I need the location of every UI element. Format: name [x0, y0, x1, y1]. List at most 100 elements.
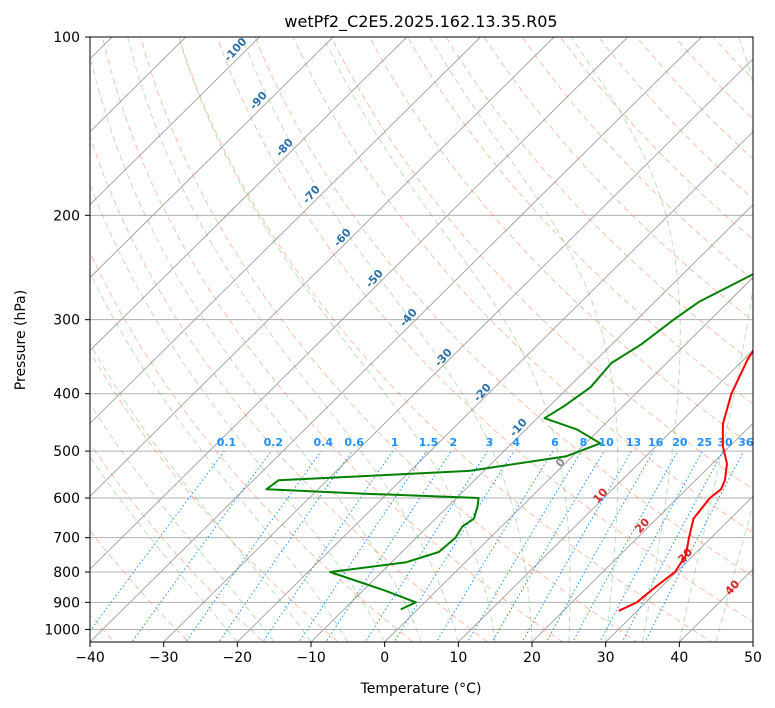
y-tick-label: 200 — [53, 208, 80, 224]
plot-frame — [89, 36, 754, 643]
mixing-ratio-line — [218, 450, 353, 642]
isotherm-line — [90, 37, 629, 570]
mixing-ratio-label: 16 — [648, 436, 664, 449]
dry-adiabat-line — [763, 10, 775, 654]
dry-adiabat-line — [90, 135, 489, 642]
isotherm-line — [457, 349, 753, 642]
dry-adiabats — [90, 10, 775, 654]
dry-adiabat-line — [90, 251, 414, 642]
dry-adiabat-line — [254, 37, 753, 578]
y-tick-label: 1000 — [44, 622, 80, 638]
mixing-ratio-label: 0.2 — [264, 436, 284, 449]
plot-area: 0.1 0.2 0.4 0.6 1 1.5 2 3 4 6 8 10 13 16 20 25 30 36-100-… — [90, 10, 775, 654]
dry-adiabat-line — [178, 37, 713, 642]
dewpoint-profile-line — [265, 273, 753, 611]
mixing-ratio-label: 1.5 — [419, 436, 439, 449]
isotherm-line — [236, 131, 753, 642]
mixing-ratio-line — [521, 450, 632, 642]
mixing-ratio-line — [131, 450, 272, 642]
moist-adiabat-line — [90, 342, 312, 642]
mixing-ratio-label: 36 — [738, 436, 754, 449]
isobars — [90, 37, 753, 630]
moist-adiabat-line — [715, 503, 753, 642]
mixing-ratio-label: 13 — [626, 436, 641, 449]
isotherm-line — [90, 37, 408, 352]
y-tick-label: 800 — [53, 565, 80, 581]
isotherm-line — [531, 422, 753, 642]
x-tick-label: 40 — [670, 650, 688, 666]
dry-adiabat-label: -50 — [363, 267, 386, 291]
dry-adiabat-label: -20 — [471, 381, 494, 405]
sounding-profiles — [265, 273, 753, 612]
x-tick-label: 50 — [744, 650, 762, 666]
moist-adiabat-line — [90, 456, 238, 642]
mixing-ratio-line — [572, 450, 679, 642]
y-tick-label: 700 — [53, 531, 80, 547]
x-tick-label: 30 — [597, 650, 615, 666]
dry-adiabat-line — [712, 37, 753, 80]
moist-adiabat-line — [571, 37, 681, 642]
mixing-ratio-label: 10 — [599, 436, 615, 449]
dry-adiabat-line — [330, 37, 753, 490]
isotherm-line — [163, 58, 753, 642]
dry-adiabat-line — [750, 37, 753, 40]
dry-adiabat-label: -90 — [247, 89, 270, 113]
moist-adiabat-line — [178, 37, 496, 642]
mixing-ratio-lines: 0.1 0.2 0.4 0.6 1 1.5 2 3 4 6 8 10 13 16 20 25 30 36 — [90, 436, 754, 642]
dry-adiabat-label: -10 — [507, 416, 530, 440]
x-tick-label: 20 — [523, 650, 541, 666]
x-tick-label: −10 — [296, 650, 326, 666]
mixing-ratio-line — [262, 450, 394, 642]
dry-adiabat-line — [90, 350, 339, 642]
moist-adiabat-line — [241, 37, 533, 642]
dry-adiabat-line — [90, 529, 190, 642]
dry-adiabat-line — [216, 37, 753, 623]
dry-adiabat-line — [636, 37, 753, 160]
mixing-ratio-line — [545, 450, 655, 642]
moist-adiabat-label: 20 — [632, 515, 652, 535]
moist-adiabat-line — [90, 402, 275, 642]
chart-title: wetPf2_C2E5.2025.162.13.35.R05 — [284, 12, 557, 32]
dry-adiabat-label: -30 — [432, 346, 455, 370]
dry-adiabat-line — [90, 442, 265, 642]
moist-adiabat-line — [90, 271, 349, 642]
mixing-ratio-label: 25 — [697, 436, 712, 449]
mixing-ratio-label: 30 — [717, 436, 733, 449]
mixing-ratio-line — [185, 450, 322, 642]
isotherm-line — [90, 37, 260, 206]
x-axis: −40 −30 −20 −10 0 10 20 30 40 50 — [75, 642, 762, 666]
isotherm-line — [90, 37, 481, 424]
x-tick-label: 0 — [380, 650, 389, 666]
mixing-ratio-label: 8 — [580, 436, 588, 449]
mixing-ratio-line — [325, 450, 452, 642]
dry-adiabat-labels: -100 -90-80-70 -60 -50 -40 -30 -20 -10 — [221, 37, 530, 440]
mixing-ratio-line — [90, 450, 225, 632]
mixing-ratio-label: 6 — [551, 436, 559, 449]
moist-adiabat-line — [678, 37, 753, 642]
mixing-ratio-line — [621, 450, 724, 642]
mixing-ratio-line — [364, 450, 488, 642]
isotherms — [90, 37, 753, 642]
mixing-ratio-label: 1 — [391, 436, 399, 449]
isotherm-line — [90, 37, 334, 279]
mixing-ratio-label: 0.1 — [217, 436, 237, 449]
moist-adiabat-label: 40 — [722, 577, 742, 597]
y-tick-label: 300 — [53, 313, 80, 329]
mixing-ratio-line — [466, 450, 582, 642]
isotherm-line — [384, 276, 753, 642]
mixing-ratio-line — [393, 450, 515, 642]
isotherm-line — [310, 204, 753, 642]
dry-adiabat-label: -80 — [273, 136, 296, 160]
mixing-ratio-line — [599, 450, 704, 642]
y-axis: 100 200 300 400 500 600 700 800 900 1000 — [44, 30, 90, 638]
moist-adiabat-line — [127, 37, 459, 642]
isotherm-line — [605, 495, 753, 642]
y-tick-label: 900 — [53, 595, 80, 611]
temperature-profile-line — [618, 349, 753, 612]
isotherm-line — [678, 568, 753, 642]
mixing-ratio-line — [298, 450, 427, 642]
mixing-ratio-label: 2 — [449, 436, 457, 449]
y-tick-label: 500 — [53, 444, 80, 460]
